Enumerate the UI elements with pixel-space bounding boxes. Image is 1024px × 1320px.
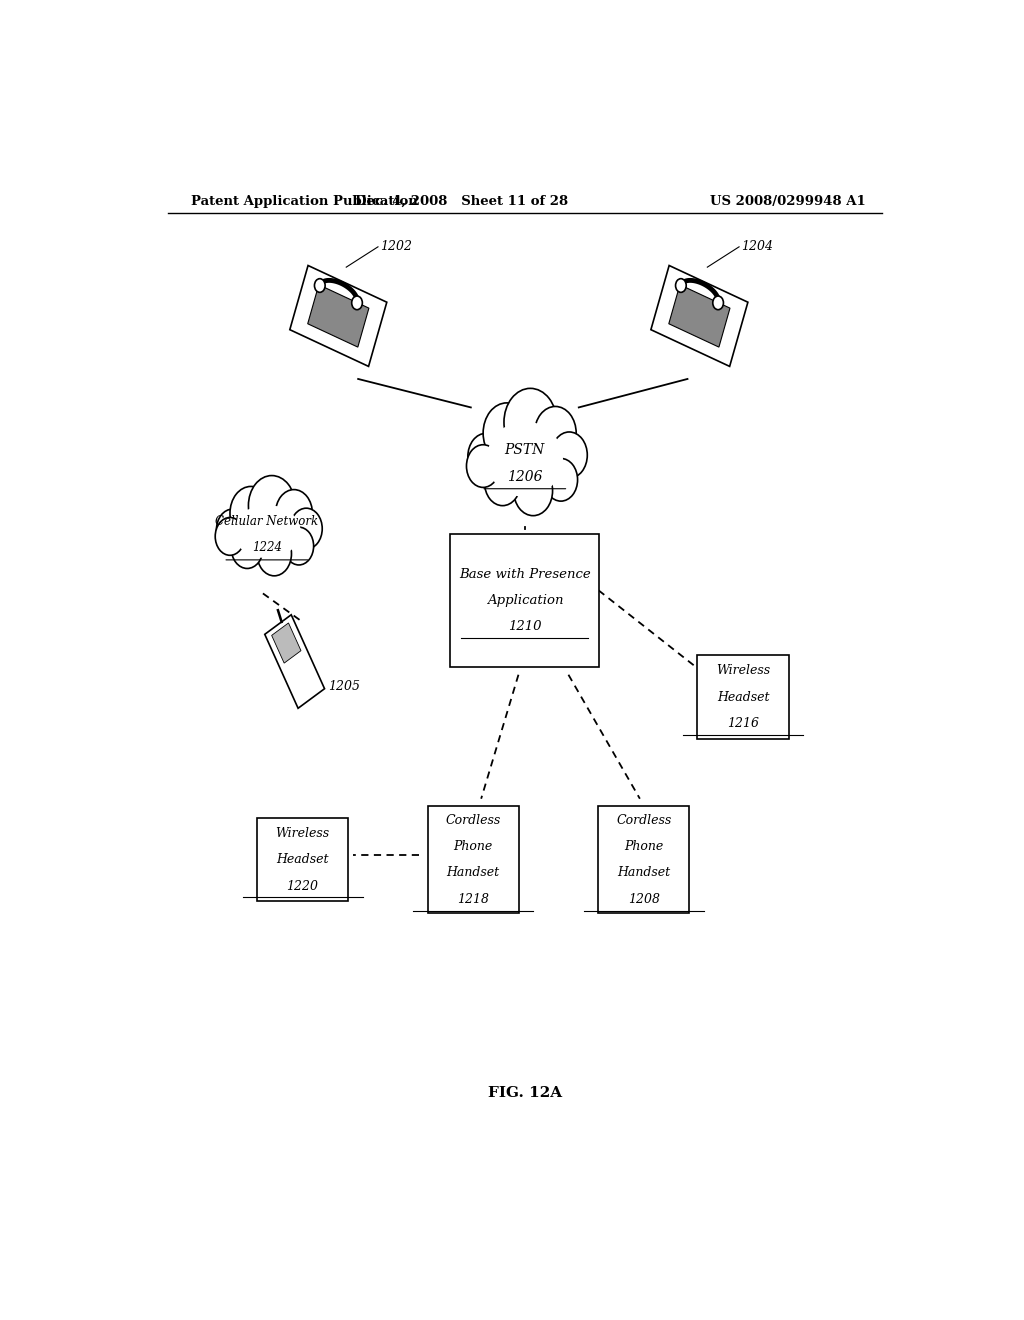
Circle shape [231, 528, 263, 569]
Circle shape [535, 407, 577, 459]
Circle shape [275, 490, 312, 537]
Text: 1220: 1220 [287, 879, 318, 892]
Polygon shape [290, 265, 387, 367]
Circle shape [504, 388, 557, 455]
Text: 1206: 1206 [507, 470, 543, 483]
Text: Base with Presence: Base with Presence [459, 568, 591, 581]
Circle shape [284, 527, 313, 565]
Circle shape [216, 510, 249, 550]
Bar [697, 656, 788, 739]
Text: PSTN: PSTN [505, 444, 545, 457]
Circle shape [544, 458, 578, 502]
Circle shape [257, 532, 292, 576]
Circle shape [290, 508, 323, 549]
Text: US 2008/0299948 A1: US 2008/0299948 A1 [711, 194, 866, 207]
Bar [257, 818, 348, 902]
Circle shape [514, 466, 553, 516]
Circle shape [483, 403, 530, 463]
Text: 1210: 1210 [508, 620, 542, 634]
Polygon shape [271, 623, 301, 663]
Text: 1218: 1218 [457, 892, 489, 906]
Text: Patent Application Publication: Patent Application Publication [191, 194, 418, 207]
Circle shape [351, 296, 362, 310]
Circle shape [551, 432, 588, 478]
Text: Dec. 4, 2008   Sheet 11 of 28: Dec. 4, 2008 Sheet 11 of 28 [354, 194, 568, 207]
Circle shape [249, 475, 295, 536]
Polygon shape [265, 615, 325, 709]
Text: Headset: Headset [276, 853, 329, 866]
Text: Cordless: Cordless [445, 813, 501, 826]
Text: Headset: Headset [717, 690, 769, 704]
Text: Application: Application [486, 594, 563, 607]
Text: 1202: 1202 [380, 240, 413, 253]
Circle shape [484, 459, 520, 506]
Bar [598, 807, 689, 913]
Polygon shape [669, 285, 730, 347]
Circle shape [314, 279, 326, 292]
Text: 1208: 1208 [628, 892, 659, 906]
Circle shape [713, 296, 723, 310]
Text: Phone: Phone [454, 840, 493, 853]
Text: 1216: 1216 [727, 717, 759, 730]
Text: Handset: Handset [446, 866, 500, 879]
Circle shape [676, 279, 686, 292]
Circle shape [230, 487, 271, 540]
Text: Handset: Handset [617, 866, 671, 879]
Bar [428, 807, 519, 913]
Text: Phone: Phone [625, 840, 664, 853]
Circle shape [467, 445, 500, 487]
Polygon shape [307, 285, 369, 347]
Circle shape [468, 433, 504, 479]
Ellipse shape [486, 421, 563, 496]
Text: 1205: 1205 [328, 680, 360, 693]
Text: Wireless: Wireless [716, 664, 770, 677]
Ellipse shape [233, 506, 301, 558]
Text: Wireless: Wireless [275, 826, 330, 840]
Bar [451, 535, 599, 667]
Text: Cellular Network: Cellular Network [215, 515, 318, 528]
Text: FIG. 12A: FIG. 12A [487, 1086, 562, 1101]
Circle shape [215, 517, 245, 556]
Polygon shape [651, 265, 748, 367]
Text: 1224: 1224 [252, 541, 282, 554]
Text: Cordless: Cordless [616, 813, 672, 826]
Text: 1204: 1204 [741, 240, 773, 253]
